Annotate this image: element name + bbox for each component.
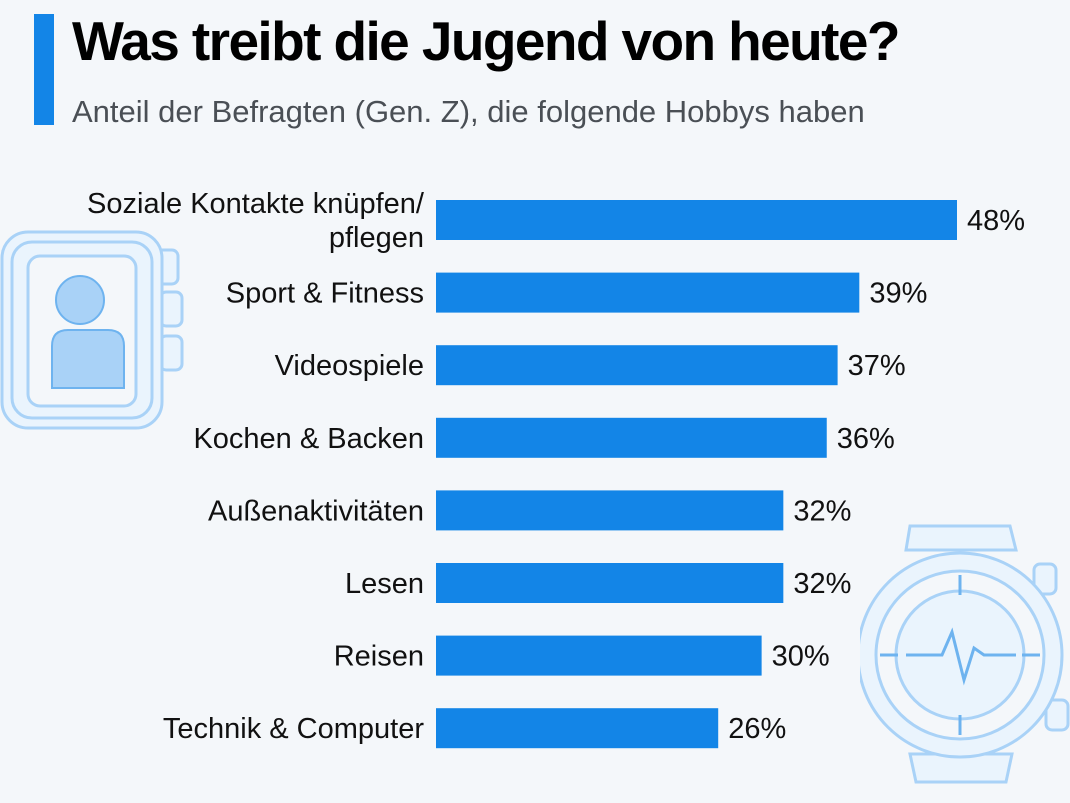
- chart-title: Was treibt die Jugend von heute?: [72, 10, 900, 72]
- category-label-6: Reisen: [334, 641, 424, 673]
- category-label-0-line-0: Soziale Kontakte knüpfen/: [87, 188, 425, 220]
- bar-5: [436, 563, 784, 603]
- bar-6: [436, 635, 762, 676]
- value-label-7: 26%: [728, 713, 786, 745]
- value-label-5: 32%: [793, 568, 851, 600]
- category-label-7: Technik & Computer: [163, 713, 424, 745]
- value-label-0: 48%: [967, 205, 1025, 237]
- value-label-3: 36%: [837, 423, 895, 455]
- category-label-0-line-1: pflegen: [329, 222, 424, 254]
- bar-1: [436, 272, 860, 313]
- bar-0: [436, 200, 957, 240]
- value-label-1: 39%: [869, 278, 927, 310]
- bar-7: [436, 708, 719, 749]
- category-label-1: Sport & Fitness: [226, 278, 424, 310]
- bar-3: [436, 417, 827, 458]
- category-label-3: Kochen & Backen: [193, 423, 424, 455]
- category-label-2: Videospiele: [275, 350, 424, 382]
- value-label-4: 32%: [793, 495, 851, 527]
- category-label-5: Lesen: [345, 568, 424, 600]
- title-accent-bar: [34, 14, 54, 125]
- smartwatch-profile-icon: [0, 230, 184, 430]
- value-label-6: 30%: [772, 641, 830, 673]
- bar-2: [436, 345, 838, 386]
- bar-4: [436, 490, 784, 531]
- chart-subtitle: Anteil der Befragten (Gen. Z), die folge…: [72, 94, 865, 129]
- category-label-4: Außenaktivitäten: [208, 495, 424, 527]
- value-label-2: 37%: [848, 350, 906, 382]
- fitness-watch-heartbeat-icon: [860, 524, 1070, 784]
